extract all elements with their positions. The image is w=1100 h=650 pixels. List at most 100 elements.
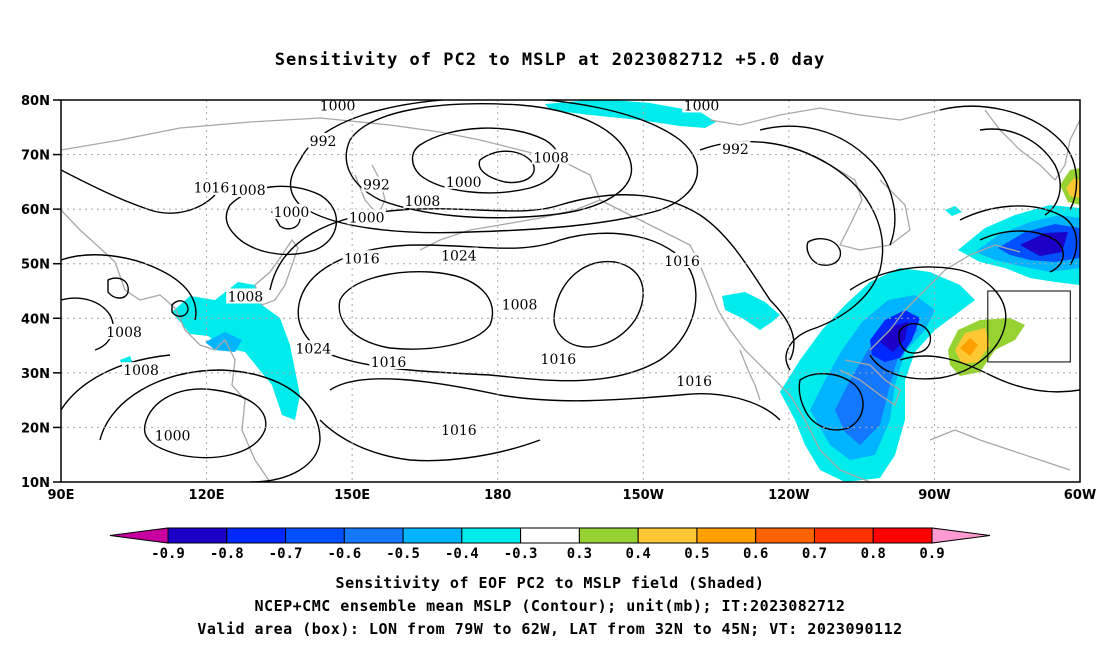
contour-label: 1016 [664, 254, 700, 270]
coast-florida-gulf [839, 359, 901, 407]
contour-hudson-small [806, 238, 842, 266]
coast-asia [61, 209, 271, 482]
coast-baja [739, 349, 761, 401]
colorbar-label: 0.4 [626, 546, 651, 562]
coast-south-america [929, 429, 1071, 471]
colorbar-swatch [755, 527, 815, 544]
coast-hudson [799, 149, 911, 251]
colorbar-low-end [109, 527, 169, 544]
contour-label-bg [662, 252, 702, 268]
contour-1024-east [553, 260, 644, 348]
colorbar-label: -0.3 [504, 546, 538, 562]
contour-label: 1016 [541, 352, 577, 368]
contour-1008-north [289, 100, 699, 234]
lon-label: 90W [918, 488, 950, 503]
contour-label: 992 [310, 134, 337, 150]
contour-1016-low [329, 378, 781, 421]
colorbar-swatch [872, 527, 933, 544]
contour-1008-sw [99, 369, 321, 482]
contour-label-bg [439, 422, 479, 438]
contour-label: 1024 [296, 341, 332, 357]
contour-label: 1000 [446, 175, 482, 191]
colorbar-high-end [931, 527, 991, 544]
caption-contour: NCEP+CMC ensemble mean MSLP (Contour); u… [254, 597, 846, 615]
contour-label: 1000 [274, 205, 310, 221]
contour-labrador-low-2 [979, 230, 1064, 273]
contour-greenland-992 [979, 128, 1061, 216]
contour-label: 1008 [228, 289, 264, 305]
contour-label: 1008 [106, 325, 142, 341]
contour-label: 1008 [502, 298, 538, 314]
contour-label: 1000 [320, 98, 356, 114]
contour-label-bg [369, 353, 408, 369]
colorbar-swatch [578, 527, 639, 544]
contour-label: 1008 [533, 150, 569, 166]
contour-label-bg [153, 427, 192, 443]
colorbar-label: -0.9 [151, 546, 185, 562]
colorbar-label: -0.8 [210, 546, 244, 562]
contour-mex-1008 [798, 373, 864, 431]
shade-west-pacific-negative [172, 282, 300, 420]
lat-label: 40N [21, 312, 50, 327]
lat-label: 30N [21, 367, 50, 382]
contour-label-bg [500, 296, 539, 312]
colorbar-label: -0.5 [386, 546, 420, 562]
lon-label: 150W [623, 488, 664, 503]
colorbar-label: -0.6 [327, 546, 361, 562]
contour-label: 1016 [194, 180, 230, 196]
lat-label: 70N [21, 149, 50, 164]
contour-label: 1008 [230, 183, 266, 199]
shade-atlantic-positive-core [960, 338, 978, 356]
contour-label: 1016 [371, 355, 407, 371]
coast-korea-japan [254, 238, 299, 306]
lon-label: 150E [334, 488, 370, 503]
contour-1024-west [338, 271, 494, 350]
contour-label-bg [272, 203, 311, 219]
colorbar-swatch [343, 527, 404, 544]
lat-label: 60N [21, 203, 50, 218]
plot-frame [60, 99, 1081, 483]
contour-label-bg [720, 141, 751, 157]
colorbar-swatch [637, 527, 698, 544]
contour-label-bg [342, 250, 382, 266]
contour-label-bg [228, 182, 268, 198]
lat-label: 50N [21, 258, 50, 273]
colorbar-swatch [520, 527, 580, 544]
contour-na-1008 [699, 140, 884, 371]
contour-label-bg [675, 373, 714, 389]
colorbar-swatch [285, 527, 345, 544]
contour-label: 1000 [349, 210, 385, 226]
contour-label: 1000 [684, 98, 720, 114]
coastlines [61, 107, 1080, 482]
contour-label: 1016 [676, 374, 712, 390]
contour-label-bg [531, 149, 571, 165]
lat-label: 20N [21, 421, 50, 436]
colorbar-label: 0.7 [802, 546, 827, 562]
contour-label-bg [294, 340, 333, 356]
contour-label: 1000 [155, 429, 191, 445]
coast-west-na [599, 199, 871, 482]
colorbar-swatch [167, 527, 228, 544]
colorbar-label: 0.5 [684, 546, 709, 562]
colorbar: -0.9 -0.8 -0.7 -0.6 -0.5 -0.4 -0.3 0.3 0.4 0.5 0.6… [109, 527, 991, 562]
colorbar-swatch [226, 527, 287, 544]
contour-label-bg [403, 192, 442, 208]
contour-small-1008-east-asia [171, 300, 189, 317]
coast-alaska [419, 149, 601, 251]
colorbar-label: 0.9 [919, 546, 944, 562]
contour-label-bg [361, 176, 392, 192]
colorbar-label: -0.7 [269, 546, 303, 562]
colorbar-swatch [402, 527, 463, 544]
caption-valid-area: Valid area (box): LON from 79W to 62W, L… [197, 620, 903, 638]
map-title: Sensitivity of PC2 to MSLP at 2023082712… [274, 50, 826, 70]
lon-label: 90E [48, 488, 75, 503]
contour-labrador-low-1 [959, 205, 1078, 266]
valid-area-box [987, 290, 1071, 363]
contour-label: 1024 [441, 249, 477, 265]
contour-label: 1008 [405, 194, 441, 210]
colorbar-label: 0.3 [567, 546, 592, 562]
lat-label: 10N [21, 476, 50, 491]
contour-atl-1016 [849, 266, 1007, 380]
